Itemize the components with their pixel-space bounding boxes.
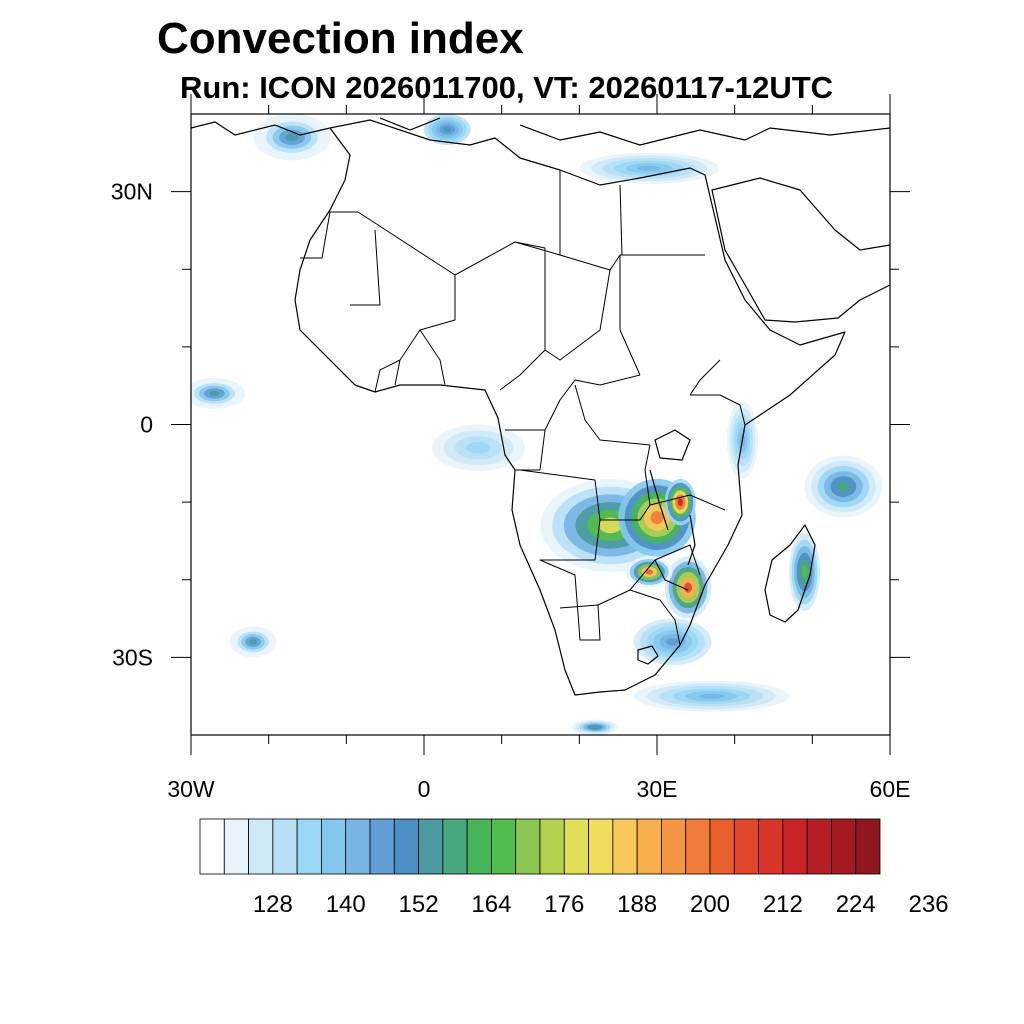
convection-contour: [677, 498, 683, 507]
colorbar-swatch: [806, 818, 832, 875]
axis-tick-labels: 30N 0 30S 30W 0 30E 60E: [111, 179, 911, 802]
colorbar-swatch: [296, 818, 322, 875]
convection-contour: [650, 511, 664, 525]
colorbar-label: 140: [326, 891, 366, 918]
convection-contour: [209, 390, 220, 397]
convection-area-indian-ocean-cell: [804, 455, 883, 518]
colorbar-label: 164: [471, 891, 511, 918]
colorbar-swatch: [491, 818, 517, 875]
colorbar-swatch: [345, 818, 371, 875]
colorbar-label: 152: [399, 891, 439, 918]
x-tick-label: 30W: [167, 776, 215, 802]
colorbar-swatch: [369, 818, 395, 875]
convection-area-eastern-mediterranean: [579, 152, 720, 184]
convection-contour: [684, 582, 692, 593]
convection-contour: [249, 639, 258, 645]
colorbar-swatch: [466, 818, 492, 875]
colorbar-label: 176: [544, 891, 584, 918]
convection-area-southwest-corner: [571, 719, 619, 735]
convection-contour: [466, 441, 491, 454]
map-title: Convection index: [157, 14, 524, 63]
colorbar-label: 224: [836, 891, 876, 918]
convection-contour: [598, 517, 623, 534]
colorbar-label: 200: [690, 891, 730, 918]
colorbar: 128 140 152 164 176 188 200 212 224 236: [199, 818, 949, 918]
colorbar-swatch: [831, 818, 857, 875]
convection-area-natal-coast: [633, 618, 712, 666]
colorbar-swatch: [758, 818, 784, 875]
colorbar-label: 128: [253, 891, 293, 918]
axis-ticks: [171, 94, 910, 755]
colorbar-label: 212: [763, 891, 803, 918]
convection-area-madagascar-east: [789, 533, 821, 611]
convection-area-mozambique-hotspot: [664, 556, 712, 619]
colorbar-swatch: [393, 818, 419, 875]
y-tick-label: 30S: [112, 644, 153, 670]
convection-contour: [645, 569, 654, 575]
arabian-peninsula-coastline: [711, 177, 890, 323]
colorbar-swatch: [855, 818, 881, 875]
europe-coastline: [191, 117, 890, 146]
colorbar-swatch: [418, 818, 444, 875]
colorbar-swatch: [661, 818, 687, 875]
colorbar-swatch: [321, 818, 347, 875]
lake-malawi: [687, 514, 696, 566]
africa-coastline: [294, 119, 846, 696]
convection-area-atlantic-tropical: [191, 377, 246, 409]
convection-area-mediterranean-west: [253, 114, 331, 161]
lesotho-border: [637, 645, 659, 665]
country-borders: [300, 170, 746, 646]
convection-area-agulhas-band: [633, 680, 790, 712]
convection-area-mediterranean-central: [424, 114, 471, 146]
colorbar-swatch: [636, 818, 662, 875]
colorbar-swatch: [223, 818, 249, 875]
convection-contour: [590, 725, 599, 729]
colorbar-swatch: [272, 818, 298, 875]
colorbar-label: 188: [617, 891, 657, 918]
convection-contour: [698, 693, 725, 699]
colorbar-swatch: [612, 818, 638, 875]
x-tick-label: 0: [418, 776, 431, 802]
convection-contour: [285, 133, 299, 142]
madagascar-coastline: [764, 524, 816, 623]
convection-shading: [191, 114, 883, 735]
lake-tanganyika: [649, 469, 669, 531]
lake-victoria: [654, 429, 691, 461]
convection-contour: [637, 165, 661, 171]
convection-contour: [443, 126, 452, 133]
convection-contour: [801, 565, 808, 579]
colorbar-swatch: [563, 818, 589, 875]
colorbar-swatch: [733, 818, 759, 875]
y-tick-label: 30N: [111, 179, 153, 205]
colorbar-swatch: [515, 818, 541, 875]
colorbar-swatch: [539, 818, 565, 875]
y-tick-label: 0: [140, 412, 153, 438]
colorbar-swatch: [248, 818, 274, 875]
colorbar-label: 236: [909, 891, 949, 918]
convection-contour: [666, 637, 680, 646]
convection-area-zimbabwe-hotspot: [625, 556, 673, 588]
x-tick-label: 60E: [870, 776, 911, 802]
colorbar-swatch: [588, 818, 614, 875]
plot-frame: [190, 113, 891, 736]
convection-contour: [836, 481, 850, 492]
convection-area-south-atlantic-cell: [229, 626, 277, 658]
colorbar-swatch: [782, 818, 808, 875]
coastlines-and-borders: [191, 117, 890, 696]
convection-area-malawi-hotspot: [664, 478, 696, 526]
colorbar-swatch: [685, 818, 711, 875]
colorbar-swatch: [199, 818, 225, 875]
map-subtitle: Run: ICON 2026011700, VT: 20260117-12UTC: [180, 70, 834, 105]
colorbar-swatch: [709, 818, 735, 875]
x-tick-label: 30E: [637, 776, 678, 802]
colorbar-swatch: [442, 818, 468, 875]
